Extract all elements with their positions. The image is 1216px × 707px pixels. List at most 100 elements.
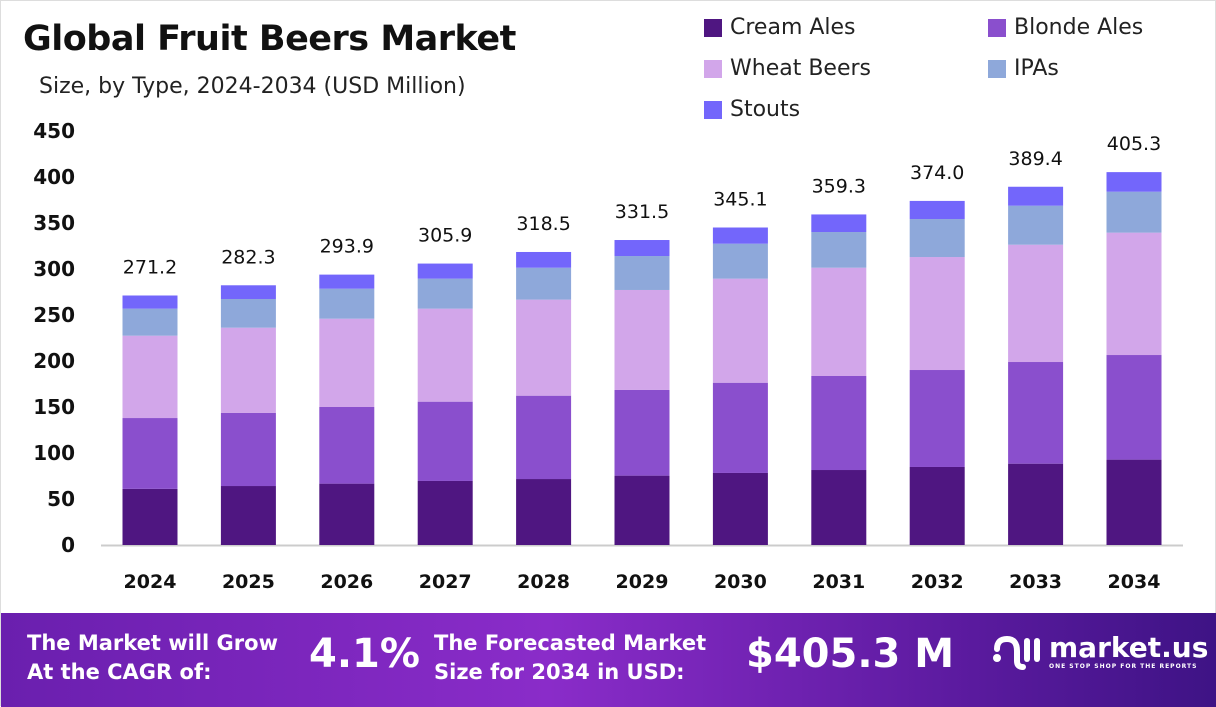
legend-item-stouts: Stouts — [704, 97, 800, 122]
legend-swatch — [988, 59, 1006, 78]
total-data-label: 331.5 — [615, 201, 669, 223]
legend-swatch — [704, 100, 722, 119]
y-tick-label: 50 — [47, 487, 75, 511]
bar-segment-ipas-2026 — [319, 288, 375, 319]
bar-segment-ipas-2032 — [909, 219, 965, 258]
bar-segment-ipas-2028 — [516, 267, 572, 300]
y-tick-label: 250 — [33, 303, 75, 327]
bar-segment-cream-ales-2028 — [516, 479, 572, 545]
bar-segment-cream-ales-2033 — [1008, 463, 1064, 545]
y-tick-label: 200 — [33, 349, 75, 373]
bar-segment-ipas-2034 — [1106, 191, 1162, 233]
bar-segment-blonde-ales-2027 — [417, 401, 473, 481]
bar-segment-stouts-2024 — [122, 295, 178, 309]
x-tick-label: 2034 — [1108, 571, 1161, 593]
x-tick-label: 2024 — [124, 571, 177, 593]
chart-subtitle: Size, by Type, 2024-2034 (USD Million) — [39, 74, 466, 99]
x-tick-label: 2026 — [320, 571, 373, 593]
total-data-label: 282.3 — [221, 246, 275, 268]
bar-segment-blonde-ales-2025 — [220, 412, 276, 487]
bar-segment-wheat-beers-2032 — [909, 257, 965, 371]
bar-segment-blonde-ales-2032 — [909, 370, 965, 467]
bar-segment-ipas-2030 — [712, 243, 768, 279]
logo-tagline: ONE STOP SHOP FOR THE REPORTS — [1049, 662, 1198, 670]
bar-segment-ipas-2031 — [811, 232, 867, 268]
bar-segment-wheat-beers-2024 — [122, 335, 178, 419]
bar-segment-stouts-2032 — [909, 200, 965, 220]
total-data-label: 293.9 — [320, 236, 374, 258]
total-data-label: 345.1 — [713, 189, 767, 211]
legend-swatch — [988, 18, 1006, 37]
x-tick-label: 2028 — [517, 571, 570, 593]
bar-segment-stouts-2025 — [220, 285, 276, 299]
legend-label: Cream Ales — [730, 15, 856, 40]
legend-swatch — [704, 59, 722, 78]
bar-segment-ipas-2024 — [122, 308, 178, 336]
x-tick-label: 2031 — [812, 571, 865, 593]
forecast-label-line2: Size for 2034 in USD: — [434, 660, 685, 684]
market-us-logo-icon — [993, 635, 1040, 670]
bar-segment-cream-ales-2032 — [909, 466, 965, 545]
y-tick-label: 400 — [33, 165, 75, 189]
bar-segment-cream-ales-2030 — [712, 472, 768, 545]
cagr-label-line2: At the CAGR of: — [27, 660, 212, 684]
total-data-label: 271.2 — [123, 256, 177, 278]
bar-segment-cream-ales-2027 — [417, 480, 473, 545]
bar-segment-cream-ales-2025 — [220, 486, 276, 545]
market-us-logo: market.us ONE STOP SHOP FOR THE REPORTS — [991, 631, 1208, 671]
x-tick-label: 2032 — [911, 571, 964, 593]
bar-segment-stouts-2026 — [319, 274, 375, 289]
bar-segment-stouts-2030 — [712, 227, 768, 244]
total-data-label: 389.4 — [1008, 148, 1062, 170]
legend-swatch — [704, 18, 722, 37]
forecast-label-line1: The Forecasted Market — [434, 631, 707, 655]
bar-segment-ipas-2027 — [417, 278, 473, 309]
y-tick-label: 300 — [33, 257, 75, 281]
bar-segment-cream-ales-2034 — [1106, 459, 1162, 545]
bar-segment-wheat-beers-2034 — [1106, 232, 1162, 356]
forecast-label: The Forecasted Market Size for 2034 in U… — [434, 629, 706, 687]
bar-segment-ipas-2029 — [614, 256, 670, 290]
x-tick-label: 2025 — [222, 571, 275, 593]
bar-segment-wheat-beers-2029 — [614, 289, 670, 390]
footer-banner: The Market will Grow At the CAGR of: 4.1… — [1, 613, 1216, 707]
bar-segment-stouts-2028 — [516, 251, 572, 268]
bar-segment-blonde-ales-2028 — [516, 395, 572, 480]
total-data-label: 405.3 — [1107, 133, 1161, 155]
bar-segment-wheat-beers-2033 — [1008, 244, 1064, 363]
bar-segment-stouts-2033 — [1008, 186, 1064, 206]
legend-label: Stouts — [730, 97, 801, 122]
cagr-label: The Market will Grow At the CAGR of: — [27, 629, 278, 687]
bar-segment-wheat-beers-2027 — [417, 308, 473, 402]
total-data-label: 305.9 — [418, 225, 472, 247]
bar-segment-blonde-ales-2026 — [319, 407, 375, 484]
x-tick-label: 2027 — [419, 571, 472, 593]
bar-segment-cream-ales-2029 — [614, 475, 670, 545]
bar-segment-ipas-2025 — [220, 298, 276, 328]
bar-segment-blonde-ales-2033 — [1008, 362, 1064, 464]
bar-segment-stouts-2027 — [417, 263, 473, 279]
total-data-label: 359.3 — [812, 175, 866, 197]
cagr-value: 4.1% — [309, 631, 420, 677]
total-data-label: 318.5 — [516, 213, 570, 235]
chart-title: Global Fruit Beers Market — [23, 19, 516, 59]
logo-text: market.us — [1049, 630, 1209, 664]
forecast-value: $405.3 M — [746, 631, 955, 677]
legend-label: Blonde Ales — [1014, 15, 1144, 40]
bar-segment-blonde-ales-2029 — [614, 389, 670, 476]
bar-segment-blonde-ales-2030 — [712, 382, 768, 473]
bar-segment-cream-ales-2024 — [122, 488, 178, 545]
x-tick-label: 2033 — [1009, 571, 1062, 593]
bar-segment-wheat-beers-2026 — [319, 318, 375, 407]
bar-segment-blonde-ales-2034 — [1106, 355, 1162, 460]
legend-item-cream-ales: Cream Ales — [704, 15, 856, 40]
cagr-label-line1: The Market will Grow — [27, 631, 278, 655]
bar-segment-wheat-beers-2028 — [516, 299, 572, 396]
x-tick-label: 2030 — [714, 571, 767, 593]
bar-segment-stouts-2034 — [1106, 172, 1162, 192]
legend-item-blonde-ales: Blonde Ales — [988, 15, 1143, 40]
y-tick-label: 450 — [33, 119, 75, 143]
y-tick-label: 100 — [33, 441, 75, 465]
stacked-bar-chart: 0 50 100 150 200 250 300 350 400 450 271.2 2024 282.… — [33, 119, 1183, 593]
legend-item-ipas: IPAs — [988, 56, 1059, 81]
